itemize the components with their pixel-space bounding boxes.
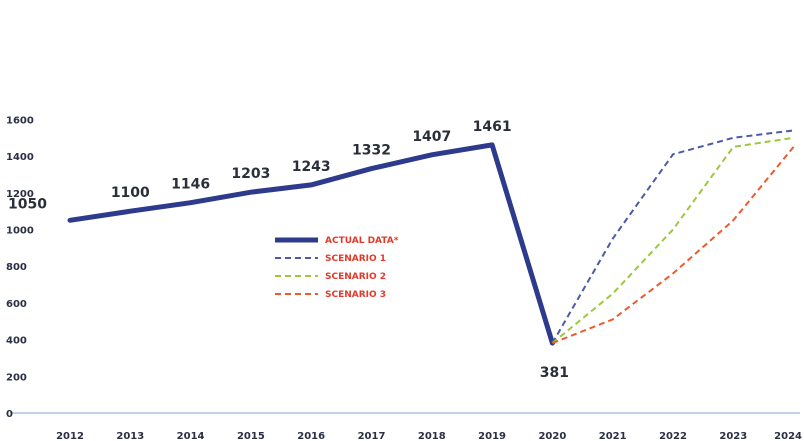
legend: ACTUAL DATA* SCENARIO 1 SCENARIO 2 SCENARIO… [275, 236, 399, 300]
data-labels: 1050 1100 1146 1203 1243 1332 1407 1461 381 [8, 119, 569, 381]
y-tick-label: 1600 [6, 115, 34, 126]
x-tick-label: 2014 [177, 431, 205, 441]
x-tick-label: 2019 [478, 431, 506, 441]
data-label: 1100 [111, 185, 150, 201]
y-tick-label: 600 [6, 299, 27, 310]
x-tick-label: 2020 [538, 431, 566, 441]
y-tick-label: 1000 [6, 226, 34, 237]
data-label: 381 [540, 365, 569, 381]
legend-label-scenario-2: SCENARIO 2 [325, 272, 386, 282]
y-axis-ticks: 0 200 400 600 800 1000 1200 1400 1600 [6, 115, 34, 420]
x-tick-label: 2013 [116, 431, 144, 441]
x-tick-label: 2022 [659, 431, 687, 441]
x-tick-label: 2021 [599, 431, 627, 441]
x-tick-label: 2023 [719, 431, 747, 441]
y-tick-label: 800 [6, 262, 27, 273]
y-tick-label: 200 [6, 372, 27, 383]
x-tick-label: 2018 [418, 431, 446, 441]
series-line-scenario-2 [551, 136, 794, 344]
data-label: 1461 [473, 119, 512, 135]
data-label: 1243 [292, 159, 331, 175]
legend-label-actual-data: ACTUAL DATA* [325, 236, 399, 246]
data-label: 1050 [8, 196, 47, 212]
data-label: 1146 [171, 177, 210, 193]
series-line-actual-data [67, 142, 555, 346]
x-tick-label: 2015 [237, 431, 265, 441]
series-line-scenario-1 [551, 129, 794, 344]
y-tick-label: 400 [6, 336, 27, 347]
data-label: 1332 [352, 143, 391, 159]
legend-label-scenario-3: SCENARIO 3 [325, 290, 386, 300]
y-tick-label: 1200 [6, 189, 34, 200]
y-tick-label: 0 [6, 409, 13, 420]
data-label: 1203 [231, 166, 270, 182]
x-tick-label: 2017 [358, 431, 386, 441]
data-label: 1407 [412, 129, 451, 145]
x-axis-ticks: 2012 2013 2014 2015 2016 2017 2018 2019 2020 2021… [56, 431, 802, 441]
legend-label-scenario-1: SCENARIO 1 [325, 254, 386, 264]
x-tick-label: 2012 [56, 431, 84, 441]
series-lines [67, 129, 795, 346]
y-tick-label: 1400 [6, 152, 34, 163]
x-tick-label: 2024 [774, 431, 802, 441]
x-tick-label: 2016 [297, 431, 325, 441]
series-line-scenario-3 [552, 146, 795, 345]
